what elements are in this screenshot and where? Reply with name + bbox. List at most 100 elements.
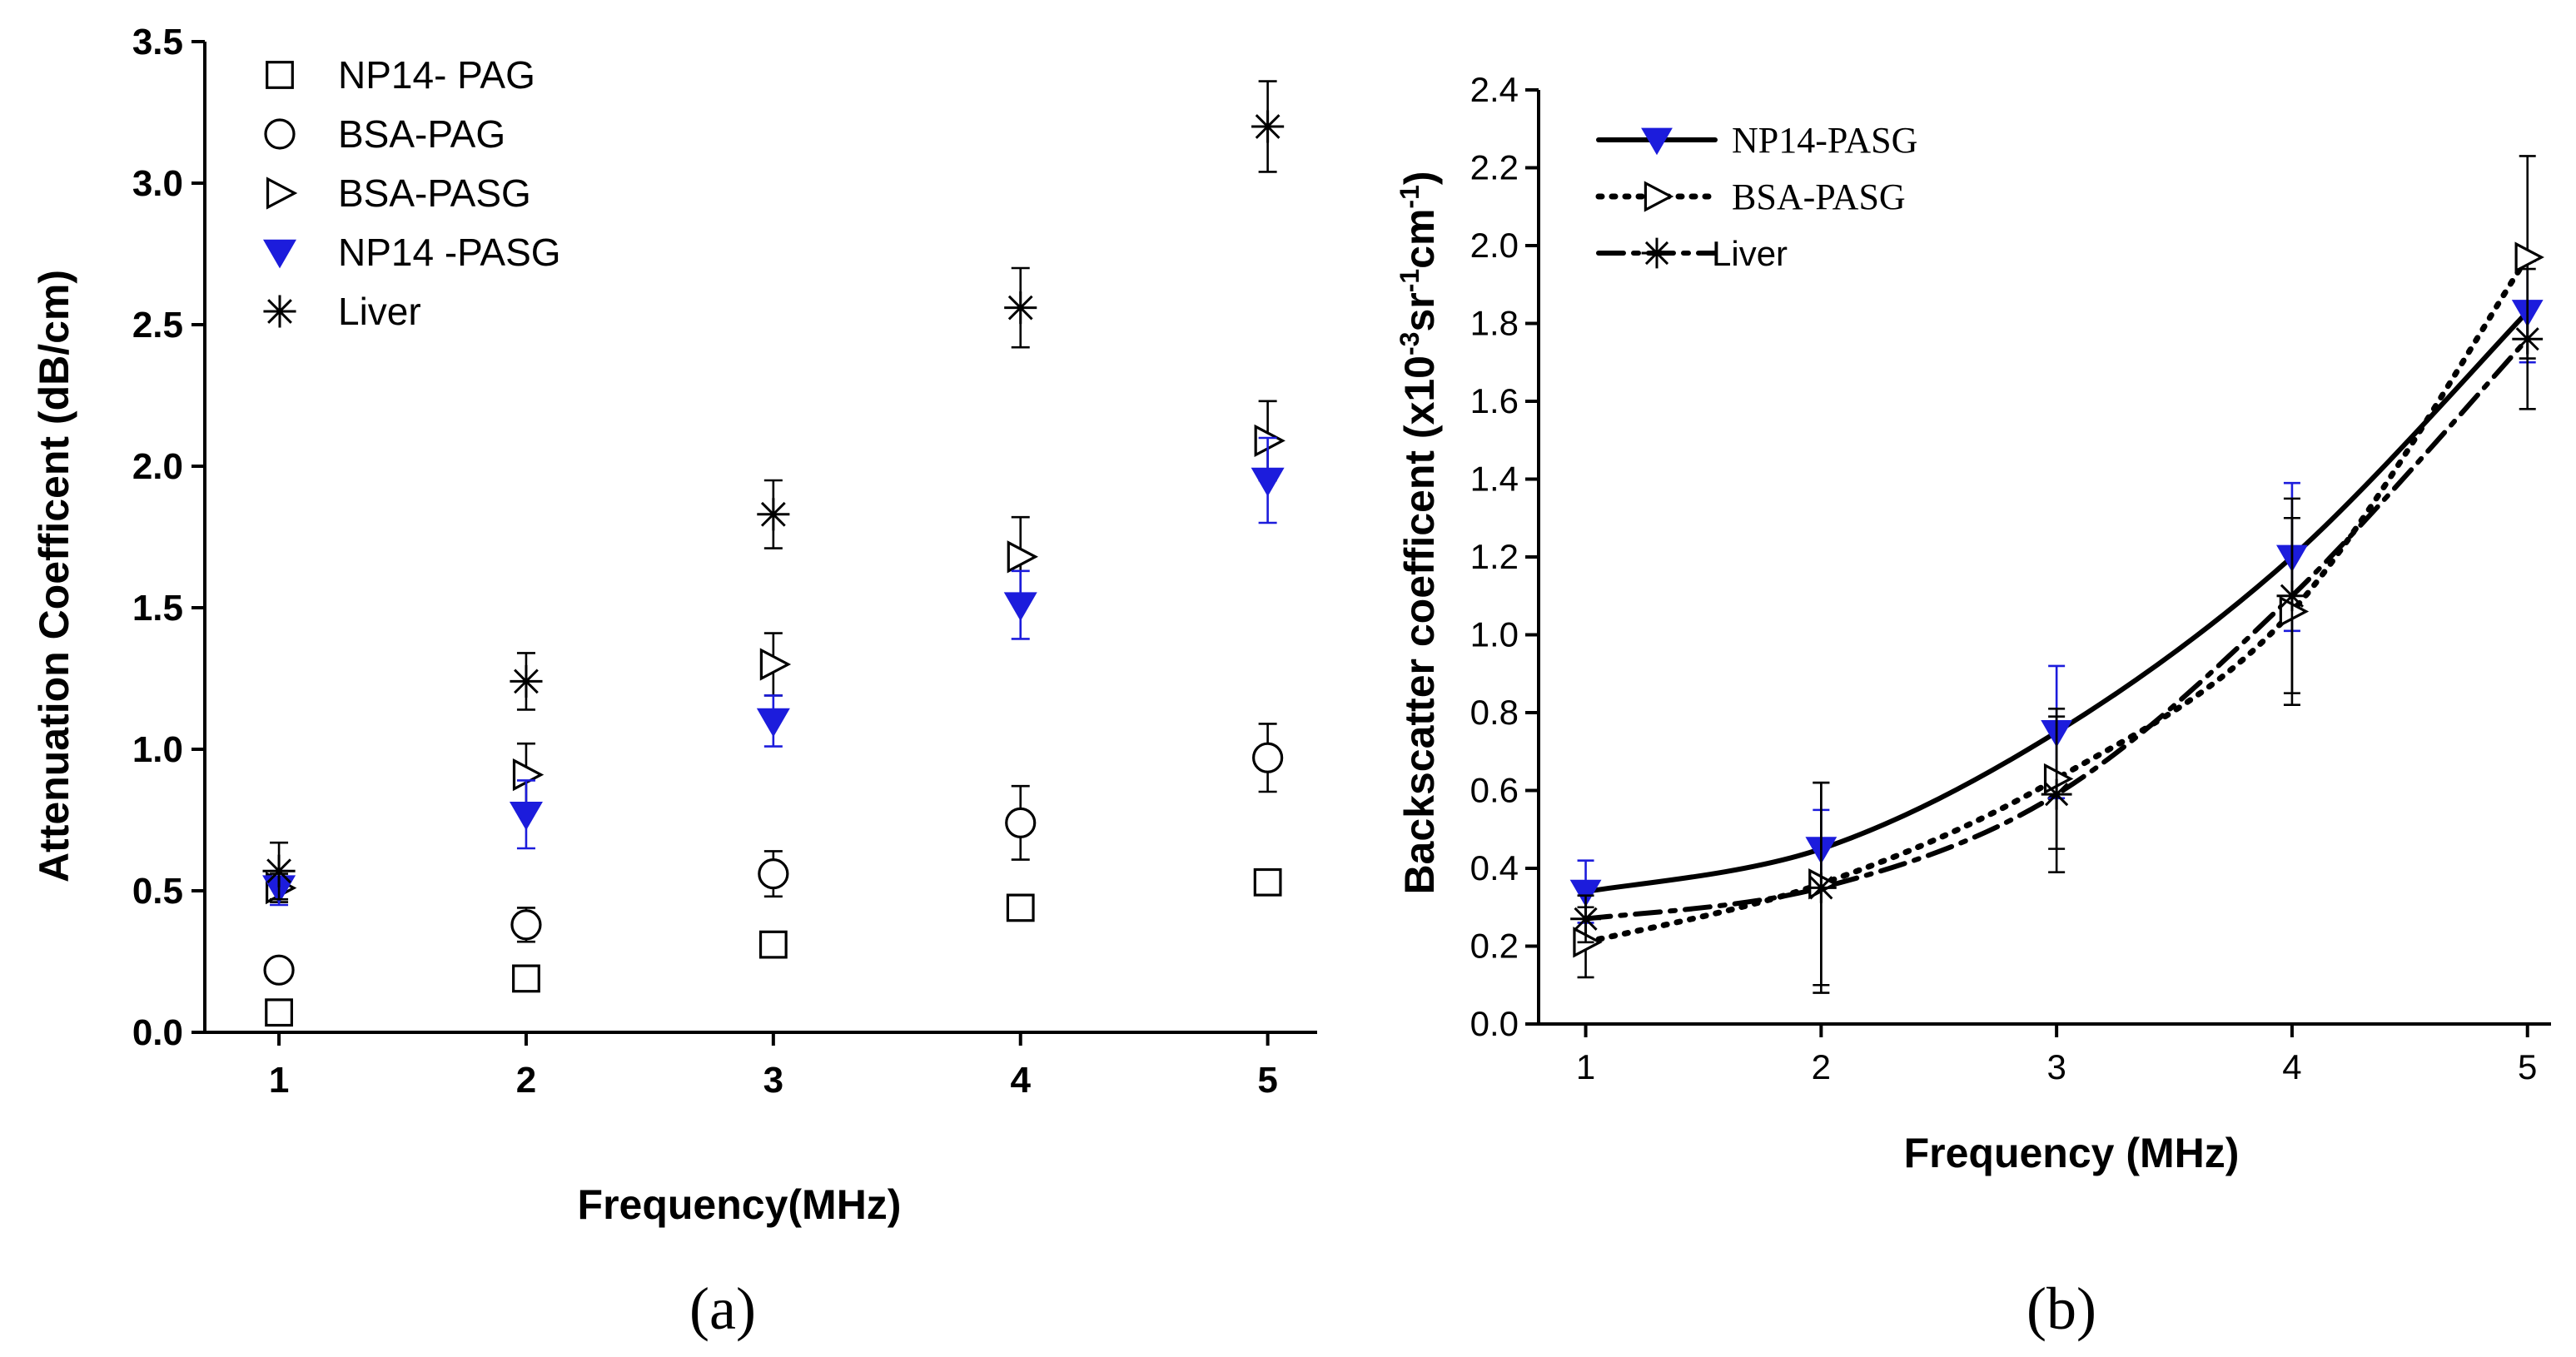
y-axis-label-a: Attenuation Coefficent (dB/cm) [31, 270, 77, 882]
legend-label-bsa-pag: BSA-PAG [338, 112, 505, 156]
point-liver [1570, 903, 1601, 935]
y-tick-label-b: 0.2 [1470, 927, 1519, 966]
chart-backscatter: 0.0 0.2 0.4 0.6 0.8 1.0 1.2 1.4 1.6 1.8 2.0 2.2 2.4 1… [1395, 70, 2551, 1342]
y-tick-label-b: 1.0 [1470, 615, 1519, 654]
point-bsa-pag [263, 954, 295, 986]
legend-marker-bsa-pasg [1644, 181, 1674, 212]
legend-label-np14-pag: NP14- PAG [338, 53, 535, 97]
point-bsa-pasg [1007, 540, 1039, 574]
y-tick-label-b: 2.0 [1470, 226, 1519, 265]
y-axis-label-b-mid2: cm [1396, 209, 1443, 269]
point-bsa-pasg [1254, 424, 1286, 458]
marks-b [1569, 155, 2544, 994]
line-bsa-pasg [1583, 254, 2531, 946]
legend-a: NP14- PAG BSA-PAG BSA-PASG NP14 -PASG Liver [262, 53, 561, 333]
panel-label-b: (b) [2026, 1275, 2096, 1342]
point-bsa-pasg [2279, 595, 2310, 628]
point-bsa-pag [1252, 742, 1284, 773]
series-bsa-pasg [1573, 155, 2544, 987]
legend-b: NP14-PASG BSA-PASG Liver [1595, 120, 1917, 273]
y-tick-label-b: 2.2 [1470, 148, 1519, 187]
y-axis-label-b-sup2: -1 [1395, 269, 1425, 292]
x-tick-label-a: 2 [516, 1060, 536, 1101]
legend-label-liver: Liver [1712, 234, 1788, 273]
y-axis-label-b-mid: sr [1396, 292, 1443, 331]
point-np14-pasg [1251, 467, 1285, 497]
point-liver [1251, 110, 1285, 143]
point-bsa-pag [510, 909, 542, 941]
point-liver [1805, 872, 1837, 903]
panel-label-a: (a) [689, 1275, 756, 1342]
y-tick-label-a: 3.5 [132, 22, 183, 62]
legend-marker-liver [1641, 237, 1673, 269]
y-tick-label-b: 0.4 [1470, 848, 1519, 887]
x-tick-label-a: 3 [763, 1060, 783, 1101]
point-bsa-pag [1005, 807, 1037, 839]
ticks-b: 0.0 0.2 0.4 0.6 0.8 1.0 1.2 1.4 1.6 1.8 2.0 2.2 2.4 1… [1470, 70, 2538, 1086]
series-liver [1570, 267, 2544, 994]
point-bsa-pasg [2043, 763, 2074, 795]
y-tick-label-a: 0.5 [132, 871, 183, 912]
y-tick-label-a: 0.0 [132, 1012, 183, 1053]
legend-marker-np14-pasg [1641, 127, 1673, 156]
y-axis-label-b-sup1: -3 [1395, 332, 1425, 355]
marks-a [262, 80, 1286, 1027]
chart-attenuation: 0.0 0.5 1.0 1.5 2.0 2.5 3.0 3.5 1 2 3 4 5 NP14- PAG B… [31, 22, 1317, 1342]
point-bsa-pasg [2514, 241, 2544, 273]
legend-label-bsa-pasg: BSA-PASG [1732, 176, 1906, 217]
point-liver [262, 854, 296, 887]
x-tick-label-a: 1 [269, 1060, 289, 1101]
point-np14-pasg [1003, 592, 1037, 621]
point-bsa-pasg [512, 758, 545, 792]
point-np14-pag [758, 930, 788, 959]
y-tick-label-a: 1.5 [132, 588, 183, 629]
point-np14-pag [1006, 893, 1035, 922]
axes-b [1537, 90, 2551, 1026]
y-axis-label-b-main: Backscatter coefficent (x10 [1396, 355, 1443, 895]
y-axis-label-b-end: ) [1396, 171, 1443, 185]
legend-marker-np14-pag [266, 61, 294, 89]
series-bsa-pasg [266, 400, 1286, 905]
y-tick-label-b: 2.4 [1470, 70, 1519, 109]
axis-lines-b [1537, 90, 2551, 1026]
x-tick-label-a: 5 [1257, 1060, 1277, 1101]
series-liver [262, 80, 1285, 901]
point-liver [1004, 291, 1037, 325]
y-tick-label-a: 1.0 [132, 729, 183, 770]
legend-label-np14-pasg: NP14 -PASG [338, 231, 561, 274]
point-bsa-pag [758, 857, 789, 890]
legend-marker-np14-pasg [262, 239, 297, 269]
series-np14-pag [265, 867, 1282, 1027]
legend-label-np14-pasg: NP14-PASG [1732, 120, 1917, 161]
y-tick-label-a: 3.0 [132, 163, 183, 204]
legend-label-liver: Liver [338, 290, 421, 333]
y-tick-label-a: 2.5 [132, 305, 183, 345]
y-tick-label-b: 1.4 [1470, 460, 1519, 499]
point-np14-pasg [756, 708, 790, 738]
point-liver [757, 498, 790, 531]
series-bsa-pag [263, 723, 1284, 986]
point-bsa-pasg [759, 648, 792, 681]
point-np14-pasg [1569, 879, 1602, 907]
point-np14-pasg [509, 802, 543, 831]
y-tick-label-b: 0.6 [1470, 771, 1519, 810]
x-tick-label-b: 1 [1576, 1047, 1595, 1086]
point-np14-pag [265, 998, 293, 1027]
y-tick-label-b: 1.2 [1470, 537, 1519, 576]
y-tick-label-b: 1.8 [1470, 304, 1519, 343]
legend-marker-bsa-pasg [266, 176, 298, 210]
x-tick-label-b: 2 [1812, 1047, 1831, 1086]
y-axis-label-b-sup3: -1 [1395, 185, 1425, 208]
x-axis-label-b: Frequency (MHz) [1904, 1130, 2240, 1176]
y-tick-label-b: 0.8 [1470, 693, 1519, 732]
point-liver [2276, 580, 2308, 612]
point-liver [2041, 778, 2072, 810]
x-tick-label-b: 4 [2282, 1047, 2301, 1086]
legend-marker-liver [263, 295, 296, 328]
ticks-a: 0.0 0.5 1.0 1.5 2.0 2.5 3.0 3.5 1 2 3 4 5 [132, 22, 1278, 1101]
y-tick-label-a: 2.0 [132, 446, 183, 487]
point-liver [510, 664, 543, 698]
y-tick-label-b: 1.6 [1470, 381, 1519, 420]
point-liver [2512, 323, 2544, 355]
